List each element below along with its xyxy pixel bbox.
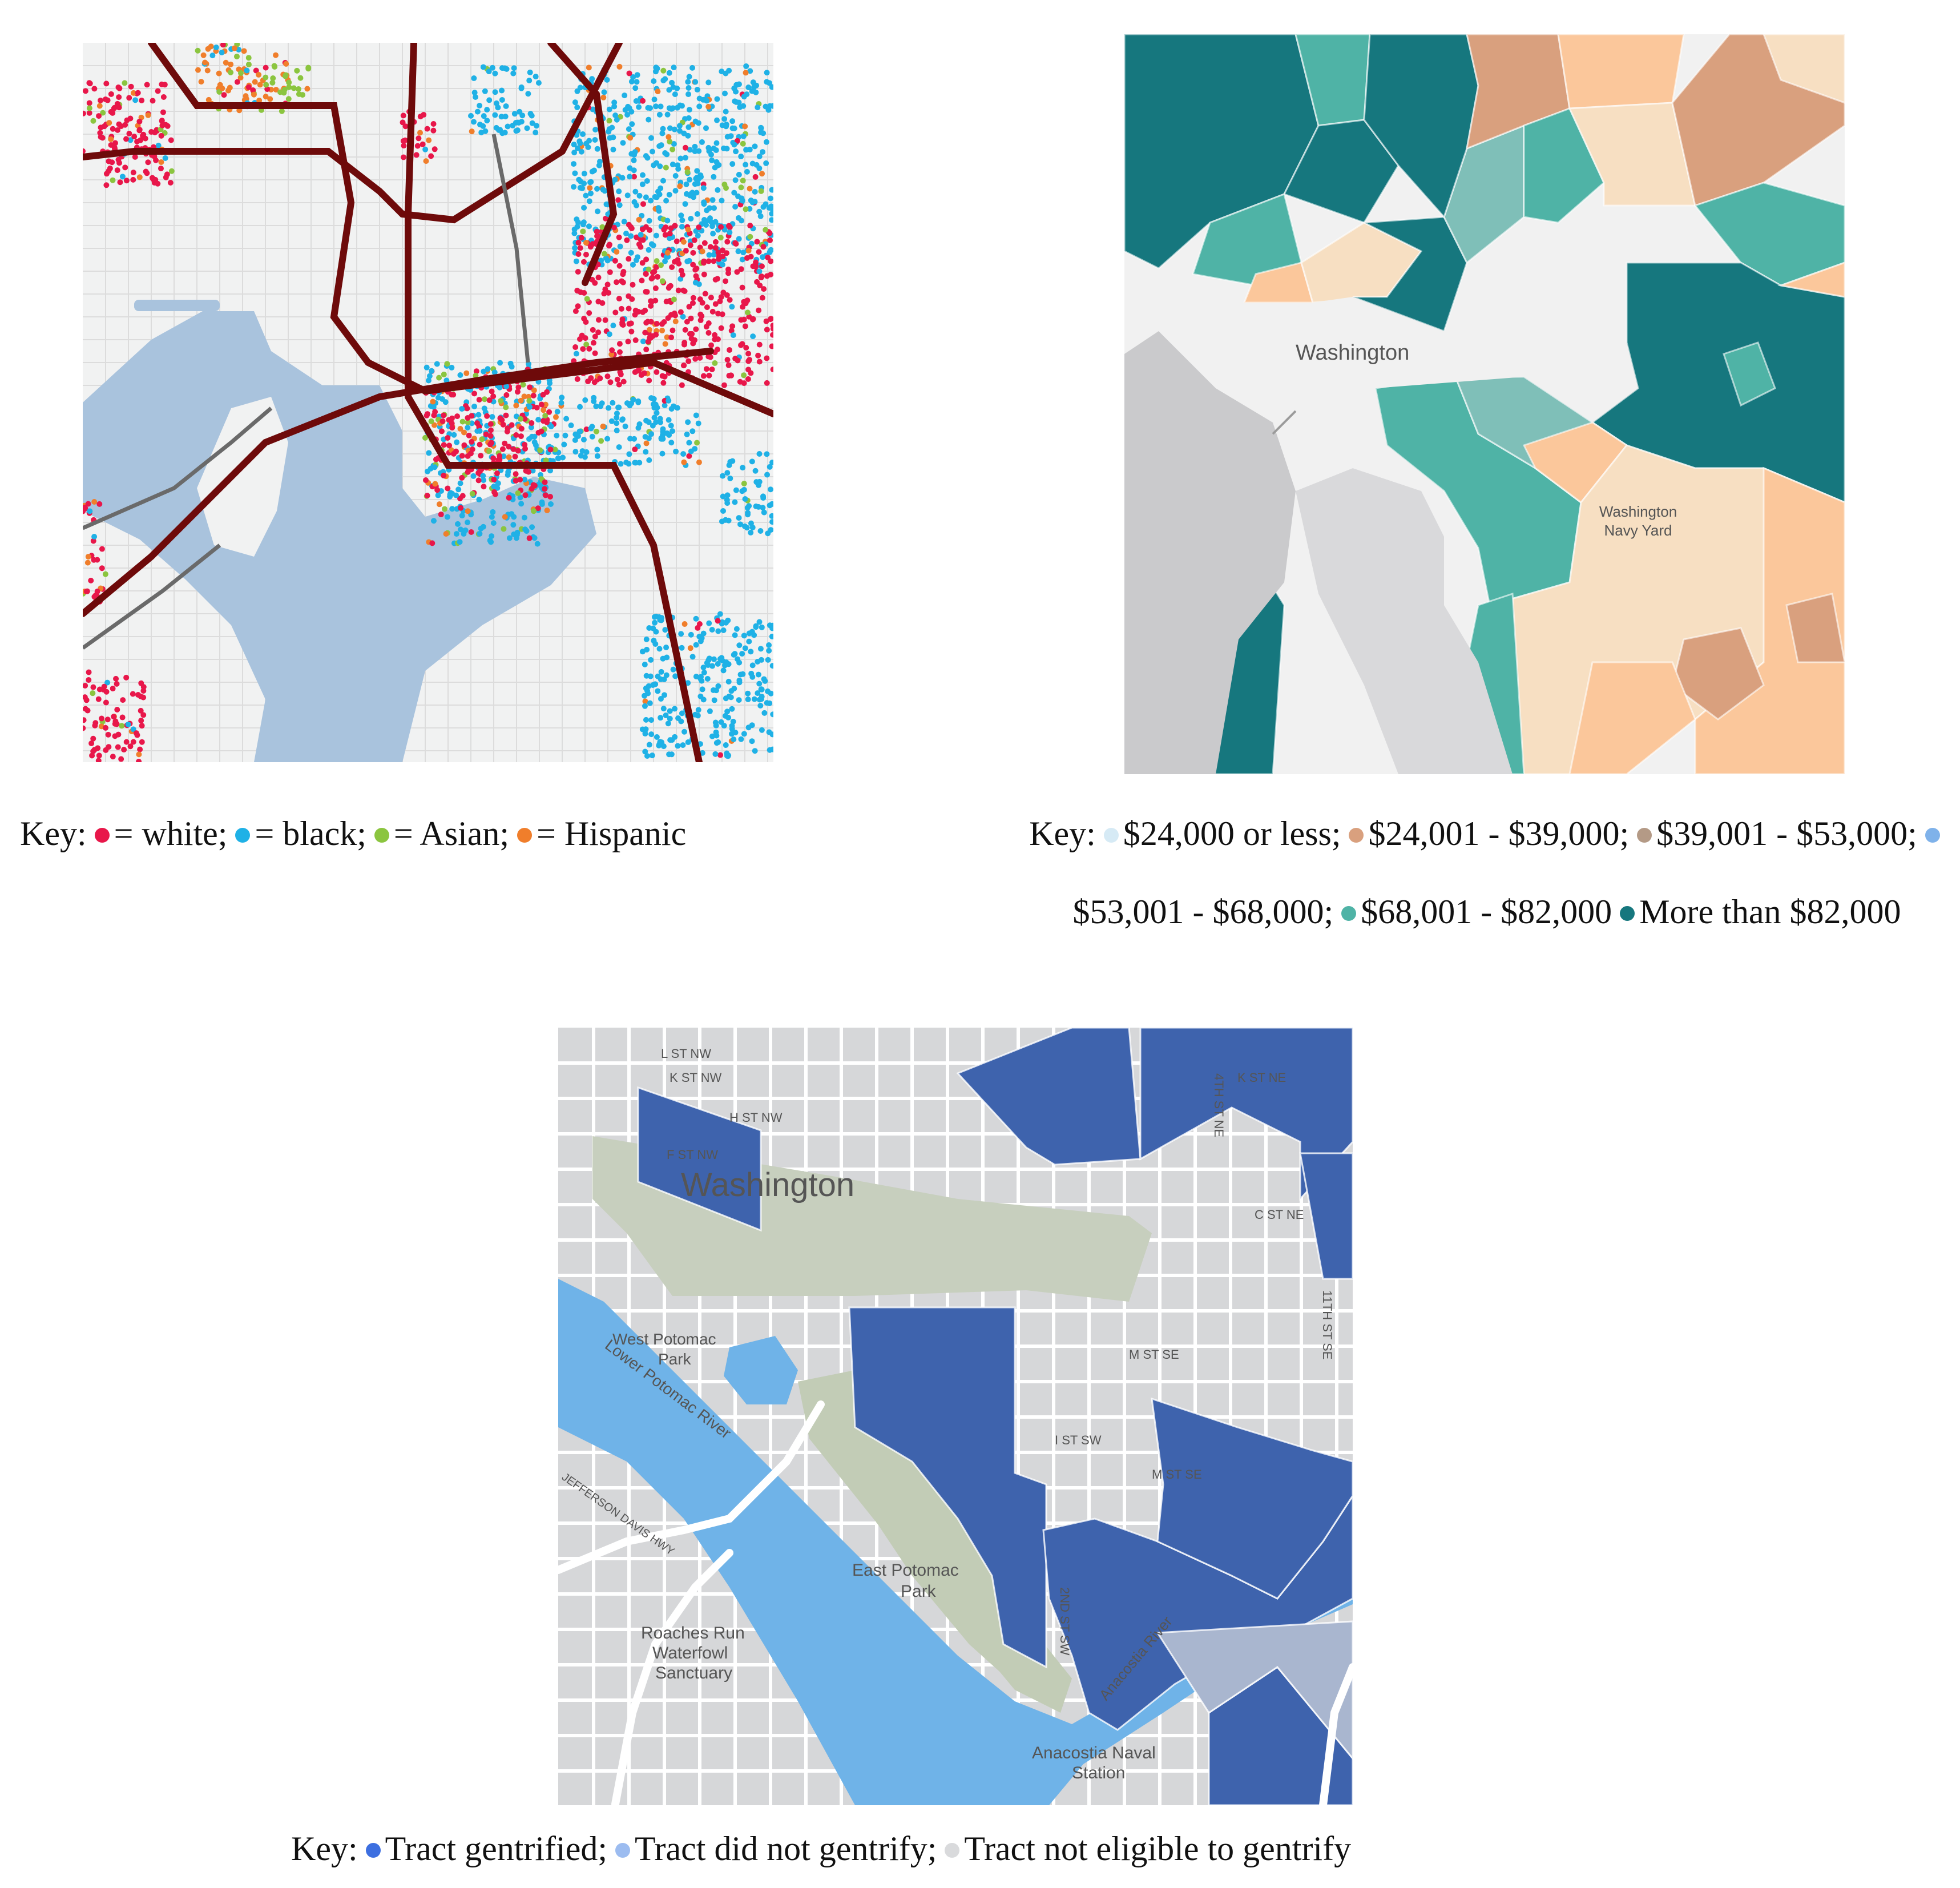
key-prefix: Key: xyxy=(291,1830,358,1867)
potomac-river xyxy=(1124,331,1296,774)
legend-label-not-eligible: Tract not eligible to gentrify xyxy=(964,1830,1352,1867)
highways xyxy=(83,134,530,650)
race-map-canvas xyxy=(83,43,773,762)
income-choropleth-map: Washington Washington Navy Yard xyxy=(1124,34,1845,774)
west-potomac-label: West Potomac xyxy=(612,1330,716,1348)
second-st-label: 2ND ST SW xyxy=(1058,1587,1072,1656)
legend-dot-black xyxy=(235,828,251,843)
legend-dot-income-4 xyxy=(1925,828,1940,843)
i-st-label: I ST SW xyxy=(1055,1433,1102,1447)
anacostia-naval-label-1: Anacostia Naval xyxy=(1032,1744,1156,1762)
potomac-river xyxy=(558,1279,1353,1805)
census-tracts xyxy=(637,1028,1353,1805)
legend-label-income-4: $53,001 - $68,000; xyxy=(1072,893,1334,931)
washington-label: Washington xyxy=(1296,341,1409,365)
m-st-se-label: M ST SE xyxy=(1152,1467,1202,1482)
anacostia-naval-label-2: Station xyxy=(1072,1764,1125,1782)
legend-dot-income-3 xyxy=(1637,828,1652,843)
west-park-label: Park xyxy=(658,1350,692,1368)
legend-dot-asian xyxy=(374,828,389,843)
legend-dot-not-gentrified xyxy=(615,1843,630,1858)
legend-dot-income-5 xyxy=(1341,906,1357,921)
river-channel xyxy=(1296,468,1513,774)
key-prefix: Key: xyxy=(1029,815,1096,852)
potomac-river xyxy=(83,311,596,762)
legend-label-hispanic: = Hispanic xyxy=(537,815,687,852)
key-prefix: Key: xyxy=(20,815,87,852)
national-mall-area xyxy=(1159,268,1638,491)
river-island xyxy=(197,397,288,557)
h-st-label: H ST NW xyxy=(729,1110,783,1125)
f-st-label: F ST NW xyxy=(667,1148,718,1162)
income-map-key: Key: $24,000 or less; $24,001 - $39,000; $3… xyxy=(1022,795,1952,951)
legend-label-white: = white; xyxy=(114,815,228,852)
gentrification-tract-map: Washington L ST NW K ST NW H ST NW F ST … xyxy=(558,1028,1353,1805)
race-map-key: Key: = white; = black; = Asian; = Hispanic xyxy=(20,795,686,873)
legend-dot-white xyxy=(94,828,110,843)
legend-label-black: = black; xyxy=(255,815,366,852)
gentrify-map-canvas: Washington L ST NW K ST NW H ST NW F ST … xyxy=(558,1028,1353,1805)
income-map-canvas: Washington Washington Navy Yard xyxy=(1124,34,1845,774)
navy-yard-label-line1: Washington xyxy=(1599,503,1677,520)
legend-label-not-gentrified: Tract did not gentrify; xyxy=(635,1830,937,1867)
legend-label-income-1: $24,000 or less; xyxy=(1123,815,1341,852)
legend-dot-income-6 xyxy=(1620,906,1635,921)
highways xyxy=(558,1400,1353,1805)
legend-label-income-2: $24,001 - $39,000; xyxy=(1368,815,1630,852)
gentrify-map-key: Key: Tract gentrified; Tract did not gentr… xyxy=(291,1810,1351,1888)
metro-lines xyxy=(83,43,773,762)
legend-dot-income-1 xyxy=(1103,828,1119,843)
bridge xyxy=(1272,410,1297,435)
legend-label-income-3: $39,001 - $53,000; xyxy=(1656,815,1917,852)
race-dot-map xyxy=(83,43,773,762)
k-st-ne-label: K ST NE xyxy=(1237,1070,1286,1085)
legend-label-asian: = Asian; xyxy=(393,815,510,852)
roaches-label-3: Sanctuary xyxy=(655,1664,732,1682)
washington-label: Washington xyxy=(681,1166,854,1203)
east-potomac-label: East Potomac xyxy=(852,1561,959,1580)
roaches-label-2: Waterfowl xyxy=(652,1644,728,1662)
legend-label-income-6: More than $82,000 xyxy=(1639,893,1901,931)
east-park-label: Park xyxy=(901,1582,937,1601)
k-st-label: K ST NW xyxy=(670,1070,722,1085)
river-peninsula xyxy=(798,1370,1060,1696)
legend-label-income-5: $68,001 - $82,000 xyxy=(1361,893,1612,931)
legend-label-gentrified: Tract gentrified; xyxy=(385,1830,607,1867)
legend-dot-income-2 xyxy=(1349,828,1364,843)
legend-dot-not-eligible xyxy=(945,1843,960,1858)
legend-dot-hispanic xyxy=(517,828,533,843)
tidal-basin xyxy=(724,1336,798,1404)
roaches-label-1: Roaches Run xyxy=(641,1624,745,1643)
l-st-label: L ST NW xyxy=(661,1046,711,1061)
eleventh-st-label: 11TH ST SE xyxy=(1320,1290,1334,1359)
c-st-label: C ST NE xyxy=(1255,1207,1304,1222)
legend-dot-gentrified xyxy=(365,1843,381,1858)
reflecting-pool xyxy=(134,300,220,311)
navy-yard-label-line2: Navy Yard xyxy=(1604,522,1672,539)
fourth-st-label: 4TH ST NE xyxy=(1212,1073,1226,1137)
m-st-label: M ST SE xyxy=(1129,1347,1179,1362)
